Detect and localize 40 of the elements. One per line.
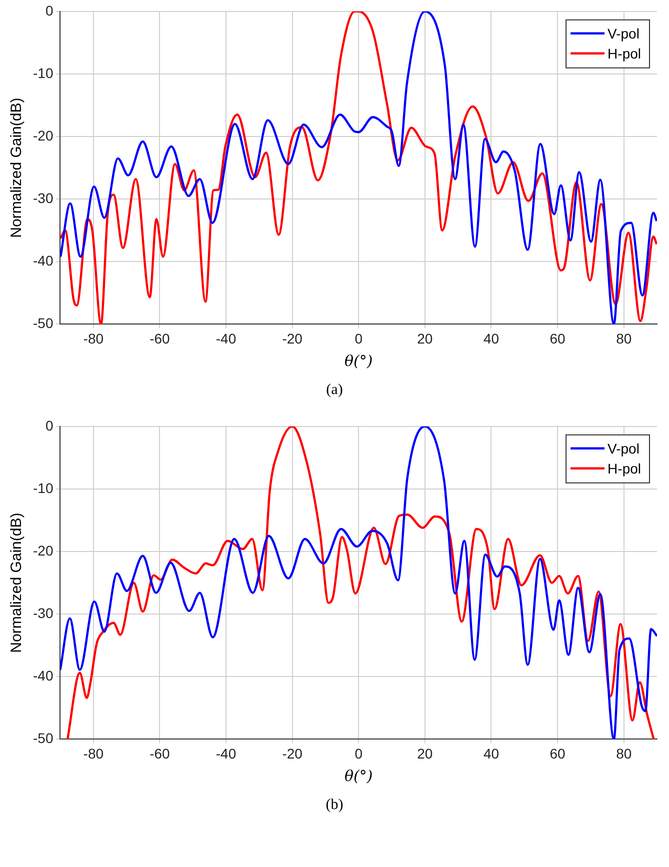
x-tick-label: 80 bbox=[616, 330, 632, 346]
x-tick-label: -80 bbox=[83, 745, 104, 762]
x-tick-label: -80 bbox=[83, 330, 104, 346]
x-tick-label: 0 bbox=[354, 330, 363, 346]
x-tick-label: -20 bbox=[282, 330, 303, 346]
x-axis-title: θ(°) bbox=[344, 352, 373, 370]
legend-label: V-pol bbox=[608, 25, 640, 42]
y-tick-label: -10 bbox=[33, 64, 54, 81]
y-tick-label: -50 bbox=[33, 730, 54, 746]
y-tick-label: 0 bbox=[45, 2, 54, 18]
y-tick-label: -50 bbox=[33, 315, 54, 332]
x-tick-label: -20 bbox=[282, 745, 303, 762]
x-tick-label: -40 bbox=[216, 330, 236, 346]
x-tick-label: 60 bbox=[550, 330, 566, 346]
x-tick-label: 80 bbox=[616, 745, 632, 762]
x-tick-label: -40 bbox=[216, 745, 236, 762]
legend-label: V-pol bbox=[608, 440, 640, 456]
x-tick-label: 20 bbox=[417, 330, 433, 346]
y-tick-label: -20 bbox=[33, 127, 54, 144]
x-tick-label: 60 bbox=[550, 745, 566, 762]
x-tick-label: 40 bbox=[483, 330, 500, 346]
x-tick-label: 0 bbox=[354, 745, 363, 762]
text: (a) bbox=[325, 381, 344, 400]
y-axis-title: Normalized Gain(dB) bbox=[8, 512, 26, 653]
y-axis-title: Normalized Gain(dB) bbox=[8, 98, 26, 238]
y-tick-label: -40 bbox=[33, 668, 54, 684]
y-tick-label: -20 bbox=[33, 542, 54, 558]
x-tick-label: -60 bbox=[150, 330, 170, 346]
y-tick-label: -40 bbox=[33, 252, 54, 268]
text: (b) bbox=[324, 796, 344, 815]
legend-label: H-pol bbox=[608, 460, 642, 476]
x-axis-title: θ(°) bbox=[344, 766, 373, 785]
x-tick-label: 20 bbox=[417, 745, 433, 762]
x-tick-label: 40 bbox=[483, 745, 500, 762]
x-tick-label: -60 bbox=[150, 745, 170, 762]
y-tick-label: -30 bbox=[33, 190, 54, 206]
y-tick-label: 0 bbox=[45, 417, 54, 434]
legend-label: H-pol bbox=[608, 45, 642, 62]
y-tick-label: -30 bbox=[33, 604, 54, 621]
y-tick-label: -10 bbox=[33, 480, 54, 496]
